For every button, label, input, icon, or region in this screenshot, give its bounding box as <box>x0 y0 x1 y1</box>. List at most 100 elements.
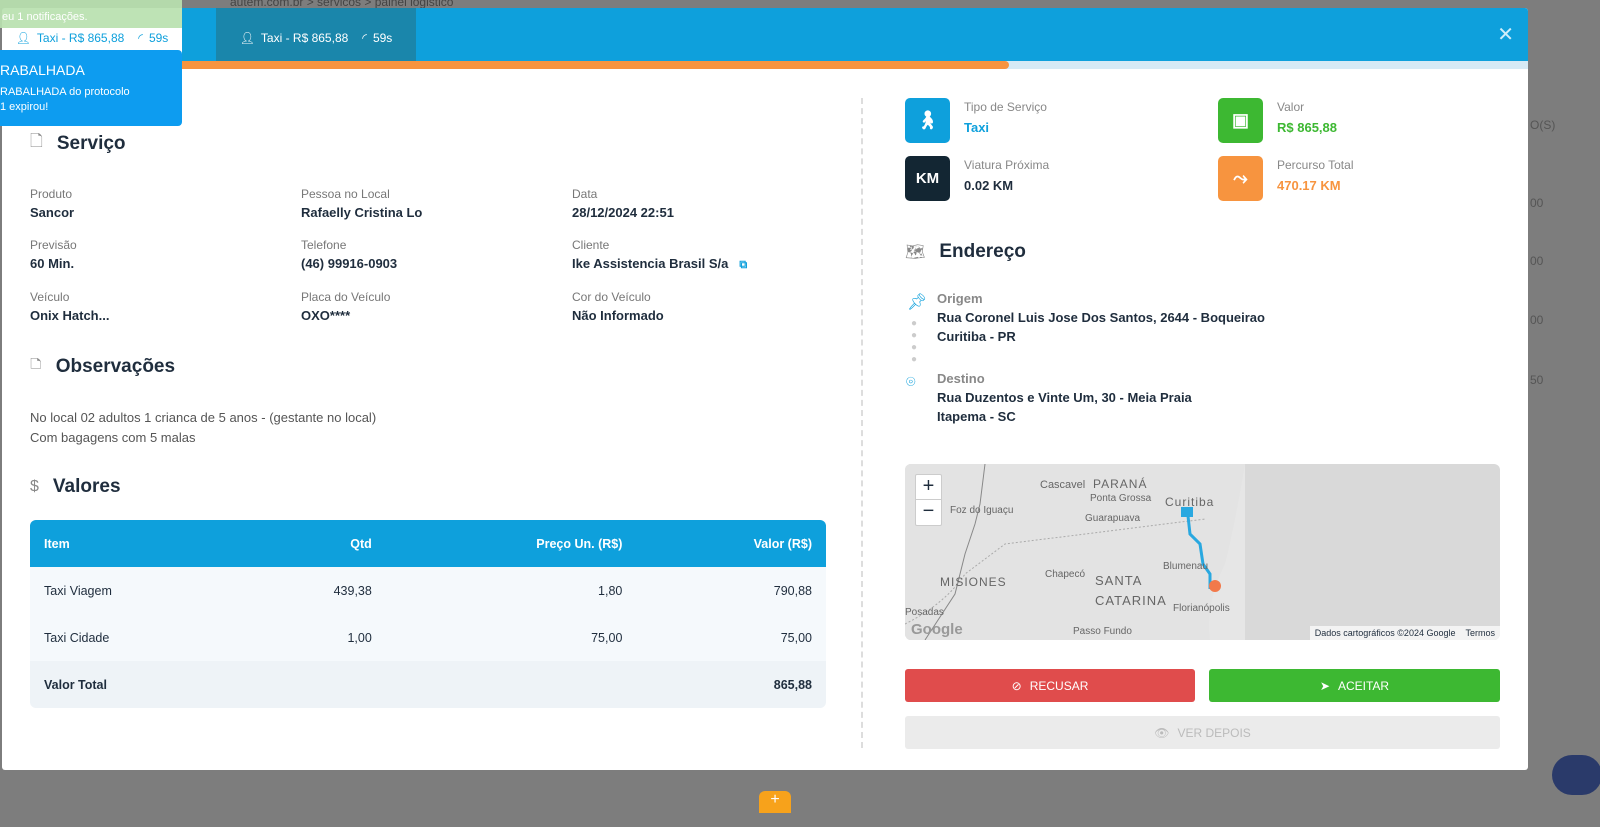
field-label: Cor do Veículo <box>572 290 651 304</box>
km-icon: KM <box>905 156 950 201</box>
table-row: Taxi Cidade 1,00 75,00 75,00 <box>30 614 826 661</box>
card-percurso-total: ⤳ Percurso Total 470.17 KM <box>1218 156 1353 201</box>
map-label: Blumenau <box>1163 561 1209 572</box>
section-endereco: 🗺︎ Endereço <box>905 241 1026 263</box>
origin-line: Curitiba - PR <box>937 329 1016 344</box>
spinner-icon: ◜ <box>362 30 367 45</box>
zoom-out-button[interactable]: − <box>922 500 935 522</box>
add-fab-button[interactable]: + <box>759 791 791 813</box>
zoom-controls: + − <box>915 474 942 526</box>
col-qtd: Qtd <box>240 520 386 567</box>
total-value: 865,88 <box>636 661 826 708</box>
field-3: Previsão 60 Min. <box>30 238 301 272</box>
origin-label: Origem <box>937 291 983 306</box>
field-label: Produto <box>30 187 73 201</box>
terms-link[interactable]: Termos <box>1465 628 1495 638</box>
destination-address: Destino Rua Duzentos e Vinte Um, 30 - Mei… <box>937 371 1192 424</box>
field-label: Telefone <box>301 238 347 252</box>
field-label: Previsão <box>30 238 77 252</box>
map-label: PARANÁ <box>1093 477 1148 491</box>
notification-toast-blue[interactable]: RABALHADA RABALHADA do protocolo 1 expirou… <box>0 50 182 126</box>
service-details: 🗋 Serviço Produto Sancor Pessoa no Local Raf… <box>30 130 826 708</box>
cell: 75,00 <box>636 614 826 661</box>
field-value: (46) 99916-0903 <box>301 256 398 271</box>
field-0: Produto Sancor <box>30 187 301 220</box>
field-value: Ike Assistencia Brasil S/a ⧉ <box>572 256 748 271</box>
background-cell: 50 <box>1530 373 1544 387</box>
card-tipo-servico: 🚶︎ Tipo de Serviço Taxi <box>905 98 1047 143</box>
notification-toast-green[interactable]: eu 1 notificações. <box>0 0 182 28</box>
cell: 439,38 <box>240 567 386 614</box>
field-value: Rafaelly Cristina Lo <box>301 205 423 220</box>
map-label: CATARINA <box>1095 593 1167 608</box>
field-label: Veículo <box>30 290 70 304</box>
field-7: Placa do Veículo OXO**** <box>301 290 572 323</box>
field-value: 60 Min. <box>30 256 75 271</box>
background-cell: 00 <box>1530 196 1544 210</box>
map-label: SANTA <box>1095 573 1143 588</box>
card-value: 0.02 KM <box>964 178 1014 193</box>
map-label: Foz do Iguaçu <box>950 505 1014 516</box>
note-icon: 🗅 <box>30 356 42 373</box>
timer-progress-bar <box>2 61 1528 69</box>
field-8: Cor do Veículo Não Informado <box>572 290 826 323</box>
external-link-icon[interactable]: ⧉ <box>736 259 748 271</box>
zoom-in-button[interactable]: + <box>916 475 941 500</box>
field-2: Data 28/12/2024 22:51 <box>572 187 826 220</box>
destination-label: Destino <box>937 371 985 386</box>
section-servico: 🗋 Serviço <box>30 130 826 157</box>
field-value: 28/12/2024 22:51 <box>572 205 674 220</box>
cell: 1,80 <box>385 567 637 614</box>
section-observacoes: 🗅 Observações <box>30 353 826 380</box>
col-valor: Valor (R$) <box>636 520 826 567</box>
document-icon: 🗋 <box>30 133 43 150</box>
origin-line: Rua Coronel Luis Jose Dos Santos, 2644 -… <box>937 310 1265 325</box>
button-label: VER DEPOIS <box>1177 725 1251 740</box>
chat-button[interactable] <box>1552 755 1600 795</box>
eye-icon: 👁︎ <box>1154 725 1170 740</box>
dollar-icon: $ <box>30 478 39 495</box>
destination-line: Itapema - SC <box>937 409 1016 424</box>
tab-offer-2[interactable]: 👤︎ Taxi - R$ 865,88 ◜ 59s <box>216 8 416 61</box>
background-breadcrumb: autem.com.br > servicos > painel logisti… <box>230 0 454 9</box>
table-header: Item Qtd Preço Un. (R$) Valor (R$) <box>30 520 826 567</box>
toast-text: eu 1 notificações. <box>2 11 88 23</box>
card-valor: ▣ Valor R$ 865,88 <box>1218 98 1337 143</box>
field-value: Não Informado <box>572 308 664 323</box>
route-icon: ⤳ <box>1218 156 1263 201</box>
close-button[interactable]: ✕ <box>1497 24 1514 46</box>
map-label: Posadas <box>905 607 944 618</box>
observation-line: Com bagagens com 5 malas <box>30 430 196 445</box>
map-label: Passo Fundo <box>1073 626 1132 637</box>
field-value: Sancor <box>30 205 75 220</box>
toast-title: RABALHADA <box>0 62 85 78</box>
destination-line: Rua Duzentos e Vinte Um, 30 - Meia Praia <box>937 390 1192 405</box>
view-later-button[interactable]: 👁︎ VER DEPOIS <box>905 716 1500 749</box>
card-viatura-proxima: KM Viatura Próxima 0.02 KM <box>905 156 1049 201</box>
divider <box>861 98 863 748</box>
section-title: Endereço <box>939 241 1026 262</box>
field-6: Veículo Onix Hatch... <box>30 290 301 323</box>
field-5: Cliente Ike Assistencia Brasil S/a ⧉ <box>572 238 826 272</box>
card-value: Taxi <box>964 120 990 135</box>
button-label: RECUSAR <box>1029 678 1089 693</box>
field-label: Cliente <box>572 238 610 252</box>
map-attribution: Dados cartográficos ©2024 Google Termos <box>1309 626 1500 640</box>
pin-icon: 📌︎ <box>907 294 928 311</box>
accept-button[interactable]: ➤ ACEITAR <box>1209 669 1500 702</box>
destination-marker-icon <box>1209 580 1221 592</box>
route-map[interactable]: Cascavel PARANÁ Ponta Grossa Curitiba Foz do… <box>905 464 1500 640</box>
cell: 75,00 <box>385 614 637 661</box>
field-value: Onix Hatch... <box>30 308 110 323</box>
attribution-text: Dados cartográficos ©2024 Google <box>1314 628 1456 638</box>
card-value: R$ 865,88 <box>1277 120 1337 135</box>
map-canvas <box>905 464 1245 640</box>
refuse-button[interactable]: ⊘ RECUSAR <box>905 669 1195 702</box>
field-value: OXO**** <box>301 308 351 323</box>
values-table: Item Qtd Preço Un. (R$) Valor (R$) Taxi Via… <box>30 520 826 708</box>
progress-fill <box>2 61 1010 69</box>
car-marker-icon <box>1181 507 1193 517</box>
tab-label: Taxi - R$ 865,88 <box>36 30 125 45</box>
map-label: Cascavel <box>1040 479 1086 491</box>
card-label: Viatura Próxima <box>964 158 1050 172</box>
